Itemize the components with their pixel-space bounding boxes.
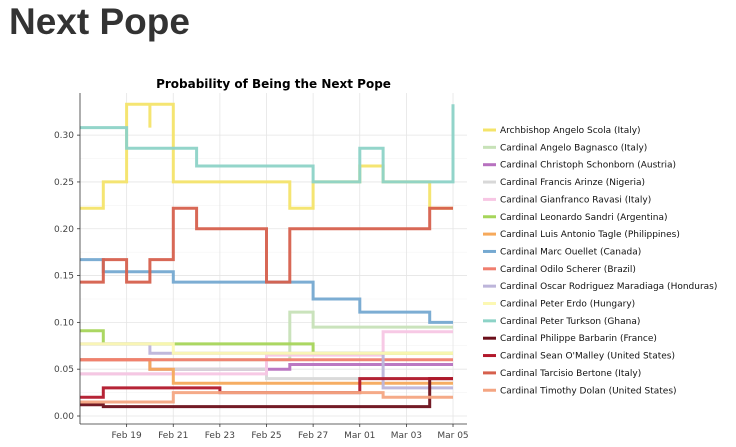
page-title: Next Pope: [9, 1, 190, 42]
legend-label: Cardinal Peter Erdo (Hungary): [500, 300, 635, 310]
y-tick-label: 0.15: [54, 272, 74, 282]
series-line: [80, 377, 453, 399]
series-line: [80, 206, 453, 284]
y-tick-label: 0.10: [54, 318, 74, 328]
legend-label: Cardinal Philippe Barbarin (France): [500, 334, 657, 344]
legend-label: Cardinal Christoph Schonborn (Austria): [500, 161, 676, 171]
y-tick-label: 0.30: [54, 131, 74, 141]
series-line: [80, 391, 453, 404]
series-line: [80, 342, 453, 355]
legend-label: Cardinal Peter Turkson (Ghana): [500, 317, 640, 327]
x-tick-label: Feb 21: [158, 431, 188, 441]
legend-label: Archbishop Angelo Scola (Italy): [500, 126, 641, 136]
legend-label: Cardinal Leonardo Sandri (Argentina): [500, 213, 668, 223]
x-tick-label: Feb 23: [205, 431, 235, 441]
series-lines: [80, 102, 455, 409]
y-tick-label: 0.05: [54, 365, 74, 375]
legend-label: Cardinal Oscar Rodriguez Maradiaga (Hond…: [500, 282, 717, 292]
legend: Archbishop Angelo Scola (Italy) Cardinal …: [483, 126, 717, 396]
legend-label: Cardinal Luis Antonio Tagle (Philippines…: [500, 230, 680, 240]
y-tick-label: 0.00: [54, 412, 74, 422]
series-line: [80, 330, 453, 376]
legend-label: Cardinal Sean O'Malley (United States): [500, 352, 675, 362]
x-tick-label: Mar 03: [391, 431, 422, 441]
series-line: [80, 104, 455, 184]
legend-label: Cardinal Timothy Dolan (United States): [500, 386, 677, 396]
legend-label: Cardinal Odilo Scherer (Brazil): [500, 265, 636, 275]
legend-label: Cardinal Tarcisio Bertone (Italy): [500, 369, 641, 379]
legend-label: Cardinal Francis Arinze (Nigeria): [500, 178, 645, 188]
x-tick-label: Mar 05: [437, 431, 468, 441]
y-tick-label: 0.20: [54, 225, 74, 235]
legend-label: Cardinal Gianfranco Ravasi (Italy): [500, 195, 651, 205]
y-tick-label: 0.25: [54, 178, 74, 188]
x-tick-label: Mar 01: [344, 431, 375, 441]
axes: 0.00 0.05 0.10 0.15 0.20 0.25 0.30 Feb 19 Feb 21…: [54, 93, 469, 441]
x-tick-label: Feb 27: [298, 431, 328, 441]
x-tick-label: Feb 25: [251, 431, 281, 441]
legend-label: Cardinal Angelo Bagnasco (Italy): [500, 143, 647, 153]
chart-title: Probability of Being the Next Pope: [156, 77, 391, 91]
x-tick-label: Feb 19: [112, 431, 143, 441]
legend-label: Cardinal Marc Ouellet (Canada): [500, 247, 641, 257]
